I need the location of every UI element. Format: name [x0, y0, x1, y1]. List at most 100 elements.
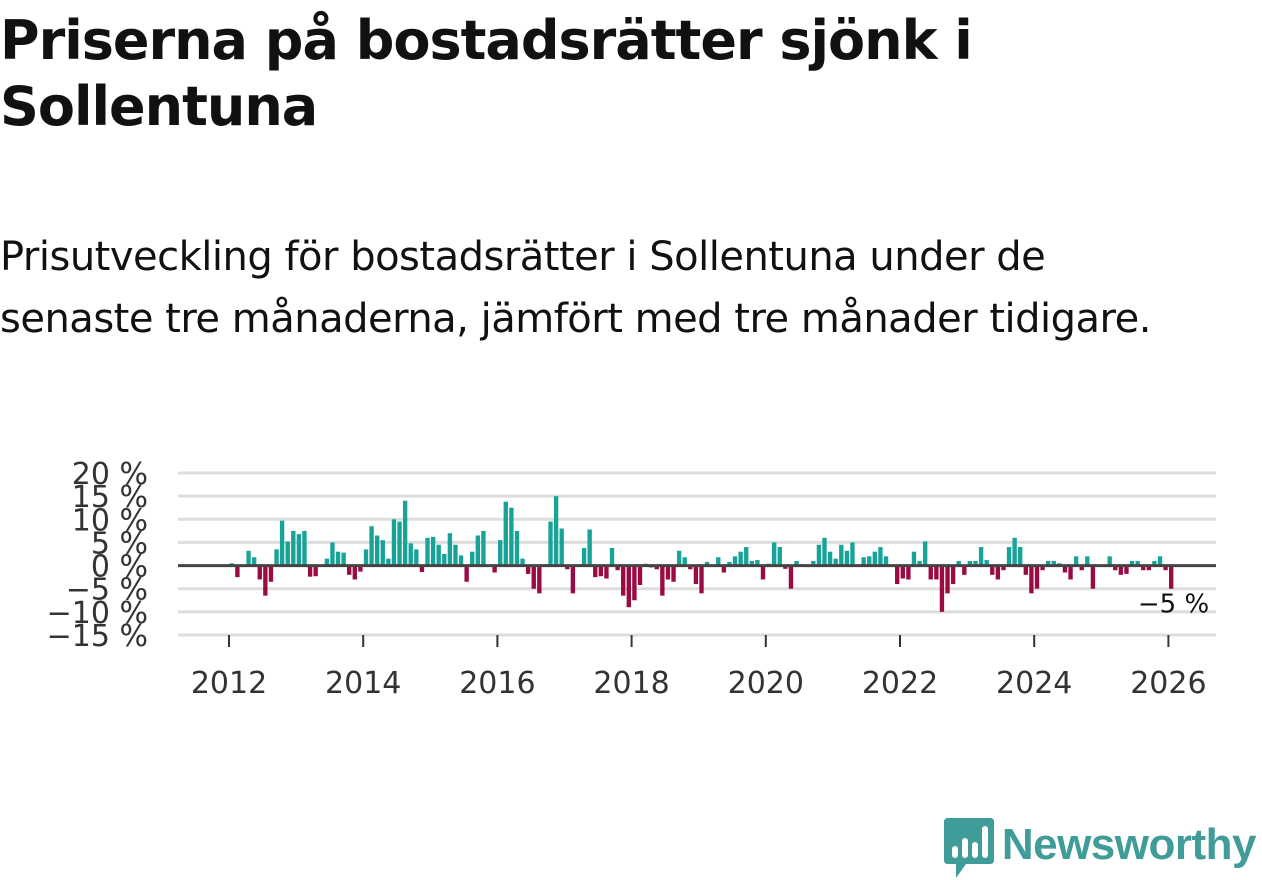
bar — [392, 519, 396, 565]
bar — [694, 566, 698, 585]
bar — [246, 551, 250, 566]
bar — [1068, 566, 1072, 580]
bar — [677, 551, 681, 566]
bar — [873, 552, 877, 566]
bar — [1012, 538, 1016, 566]
bar — [397, 522, 401, 566]
bar — [269, 566, 273, 582]
y-axis-labels: 20 %15 %10 %5 %0 %−5 %−10 %−15 % — [47, 457, 148, 654]
bar — [431, 537, 435, 566]
bar — [470, 552, 474, 566]
bar — [850, 542, 854, 565]
x-tick-label: 2022 — [862, 666, 938, 701]
bar — [828, 552, 832, 566]
bar — [515, 531, 519, 566]
bar — [839, 545, 843, 566]
newsworthy-icon — [944, 818, 994, 878]
bar — [587, 529, 591, 565]
bar — [498, 540, 502, 565]
bar — [571, 566, 575, 594]
bar — [604, 566, 608, 579]
bar — [235, 566, 239, 578]
bar — [1018, 547, 1022, 566]
bar — [353, 566, 357, 580]
bar — [381, 540, 385, 565]
bar — [979, 547, 983, 566]
bar — [593, 566, 597, 578]
bar — [459, 555, 463, 565]
bar — [599, 566, 603, 577]
bar — [425, 538, 429, 566]
bar — [554, 496, 558, 565]
bar — [632, 566, 636, 601]
bar — [509, 508, 513, 566]
bar — [582, 548, 586, 566]
bar — [442, 554, 446, 566]
bar — [772, 542, 776, 565]
bar — [738, 552, 742, 566]
newsworthy-logo: Newsworthy — [944, 818, 1256, 880]
bar — [744, 547, 748, 566]
bar — [286, 542, 290, 566]
bar — [929, 566, 933, 580]
chart-title: Priserna på bostadsrätter sjönk i Sollen… — [0, 8, 1040, 140]
x-tick-label: 2018 — [593, 666, 669, 701]
bar — [302, 531, 306, 566]
bar — [280, 521, 284, 566]
bar — [364, 549, 368, 565]
bar — [940, 566, 944, 612]
bar — [901, 566, 905, 579]
bar — [761, 566, 765, 580]
bar — [537, 566, 541, 594]
bar — [336, 552, 340, 566]
y-tick-label: −15 % — [47, 619, 148, 654]
bar — [1035, 566, 1039, 589]
bar — [934, 566, 938, 580]
bar — [610, 548, 614, 566]
bar — [1169, 566, 1173, 589]
bar — [778, 547, 782, 566]
bar — [409, 543, 413, 565]
bar — [895, 566, 899, 585]
bar — [638, 566, 642, 585]
bar — [845, 551, 849, 566]
bar — [548, 522, 552, 566]
chart-subtitle: Prisutveckling för bostadsrätter i Solle… — [0, 226, 1200, 350]
bar — [1007, 547, 1011, 566]
bar — [330, 542, 334, 565]
x-tick-label: 2016 — [459, 666, 535, 701]
bar — [274, 549, 278, 565]
bar — [403, 501, 407, 566]
bar — [504, 502, 508, 566]
bar — [878, 547, 882, 566]
bar — [263, 566, 267, 596]
bar — [912, 552, 916, 566]
bar — [453, 545, 457, 566]
bar — [699, 566, 703, 594]
bar — [996, 566, 1000, 580]
bar — [258, 566, 262, 580]
x-tick-label: 2020 — [728, 666, 804, 701]
bars — [230, 496, 1174, 612]
bar — [532, 566, 536, 589]
bar — [671, 566, 675, 582]
bar — [923, 542, 927, 566]
bar — [660, 566, 664, 596]
annotation-group: −5 % — [1138, 590, 1209, 620]
bar — [621, 566, 625, 596]
bar — [1029, 566, 1033, 594]
bar — [1091, 566, 1095, 589]
x-tick-label: 2014 — [325, 666, 401, 701]
brand-name: Newsworthy — [1002, 820, 1256, 870]
bar — [369, 526, 373, 565]
bar — [464, 566, 468, 582]
bar — [951, 566, 955, 585]
bar — [817, 545, 821, 566]
bar — [341, 553, 345, 566]
x-tick-label: 2026 — [1130, 666, 1206, 701]
bar — [476, 535, 480, 565]
bar — [414, 549, 418, 565]
bar — [560, 529, 564, 566]
